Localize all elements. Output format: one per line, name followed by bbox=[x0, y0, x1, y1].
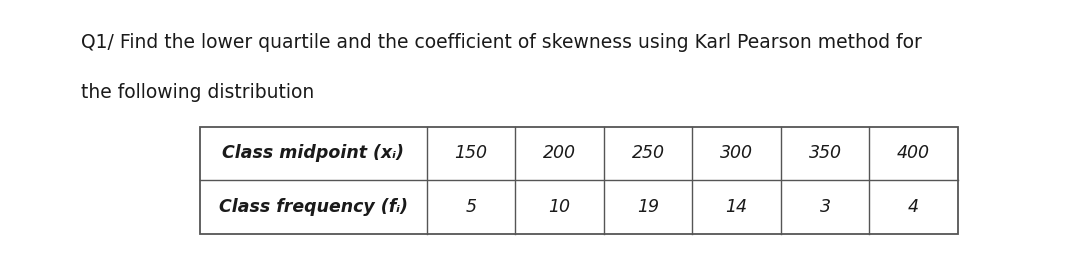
Text: 14: 14 bbox=[726, 198, 747, 216]
Text: 250: 250 bbox=[632, 144, 664, 162]
Text: 350: 350 bbox=[809, 144, 841, 162]
Text: the following distribution: the following distribution bbox=[81, 82, 314, 101]
Text: Class frequency (fᵢ): Class frequency (fᵢ) bbox=[218, 198, 408, 216]
Text: Q1/ Find the lower quartile and the coefficient of skewness using Karl Pearson m: Q1/ Find the lower quartile and the coef… bbox=[81, 33, 922, 52]
Text: 200: 200 bbox=[543, 144, 576, 162]
Text: 300: 300 bbox=[720, 144, 753, 162]
Text: 5: 5 bbox=[465, 198, 476, 216]
Text: 4: 4 bbox=[908, 198, 919, 216]
Text: 150: 150 bbox=[455, 144, 487, 162]
Text: 400: 400 bbox=[897, 144, 930, 162]
Text: 3: 3 bbox=[820, 198, 831, 216]
Text: 19: 19 bbox=[637, 198, 659, 216]
Text: 10: 10 bbox=[549, 198, 570, 216]
Text: Class midpoint (xᵢ): Class midpoint (xᵢ) bbox=[222, 144, 404, 162]
